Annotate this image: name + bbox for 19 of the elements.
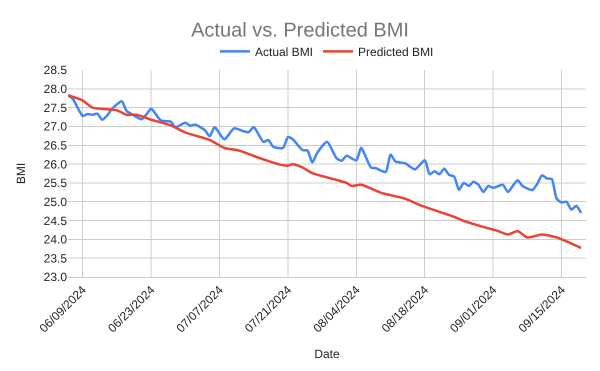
- line-series: [68, 94, 582, 250]
- chart-title: Actual vs. Predicted BMI: [191, 19, 409, 42]
- y-tick-label: 26.0: [44, 157, 68, 172]
- y-tick-label: 24.0: [44, 232, 68, 247]
- legend-label: Actual BMI: [255, 45, 314, 60]
- y-axis-title: BMI: [14, 162, 28, 184]
- y-tick-label: 27.0: [44, 120, 68, 134]
- y-tick-label: 26.5: [44, 138, 68, 152]
- y-tick-label: 24.5: [44, 214, 68, 228]
- y-tick-label: 28.0: [44, 82, 68, 96]
- y-tick-label: 25.0: [44, 194, 68, 209]
- line-series: [68, 94, 582, 214]
- y-tick-label: 23.5: [44, 251, 68, 266]
- y-tick-label: 25.5: [44, 176, 68, 190]
- y-tick-label: 27.5: [44, 100, 68, 115]
- legend-label: Predicted BMI: [358, 45, 434, 60]
- y-tick-label: 28.5: [44, 63, 68, 78]
- y-tick-label: 23.0: [44, 270, 68, 284]
- x-axis-title: Date: [314, 347, 340, 362]
